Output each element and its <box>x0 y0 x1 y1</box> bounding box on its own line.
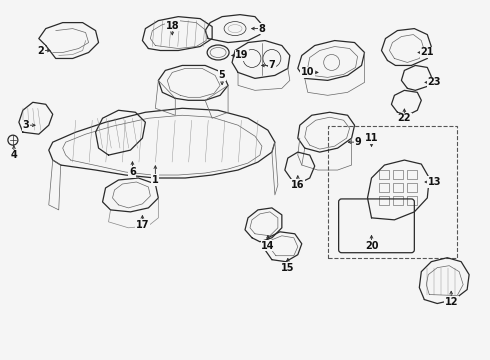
Text: 20: 20 <box>365 241 378 251</box>
Text: 18: 18 <box>166 21 179 31</box>
Text: 23: 23 <box>427 77 441 87</box>
Text: 11: 11 <box>365 133 378 143</box>
Text: 3: 3 <box>23 120 29 130</box>
Text: 12: 12 <box>444 297 458 306</box>
Text: 10: 10 <box>301 67 315 77</box>
Bar <box>393 196 403 205</box>
Bar <box>393 170 403 179</box>
Text: 9: 9 <box>354 137 361 147</box>
Text: 2: 2 <box>37 45 44 55</box>
Bar <box>379 183 390 192</box>
Text: 7: 7 <box>269 60 275 71</box>
Bar <box>407 183 417 192</box>
Bar <box>393 183 403 192</box>
Text: 15: 15 <box>281 263 294 273</box>
Text: 21: 21 <box>420 48 434 58</box>
Text: 6: 6 <box>129 167 136 177</box>
Bar <box>379 170 390 179</box>
Bar <box>328 126 457 258</box>
Text: 16: 16 <box>291 180 305 190</box>
Bar <box>407 196 417 205</box>
Text: 5: 5 <box>219 71 225 80</box>
Text: 19: 19 <box>235 50 249 60</box>
Text: 13: 13 <box>427 177 441 187</box>
Text: 1: 1 <box>152 175 159 185</box>
Text: 14: 14 <box>261 241 275 251</box>
Text: 4: 4 <box>10 150 17 160</box>
Text: 8: 8 <box>259 24 266 33</box>
Bar <box>379 196 390 205</box>
Bar <box>407 170 417 179</box>
Text: 17: 17 <box>136 220 149 230</box>
Text: 22: 22 <box>397 113 411 123</box>
